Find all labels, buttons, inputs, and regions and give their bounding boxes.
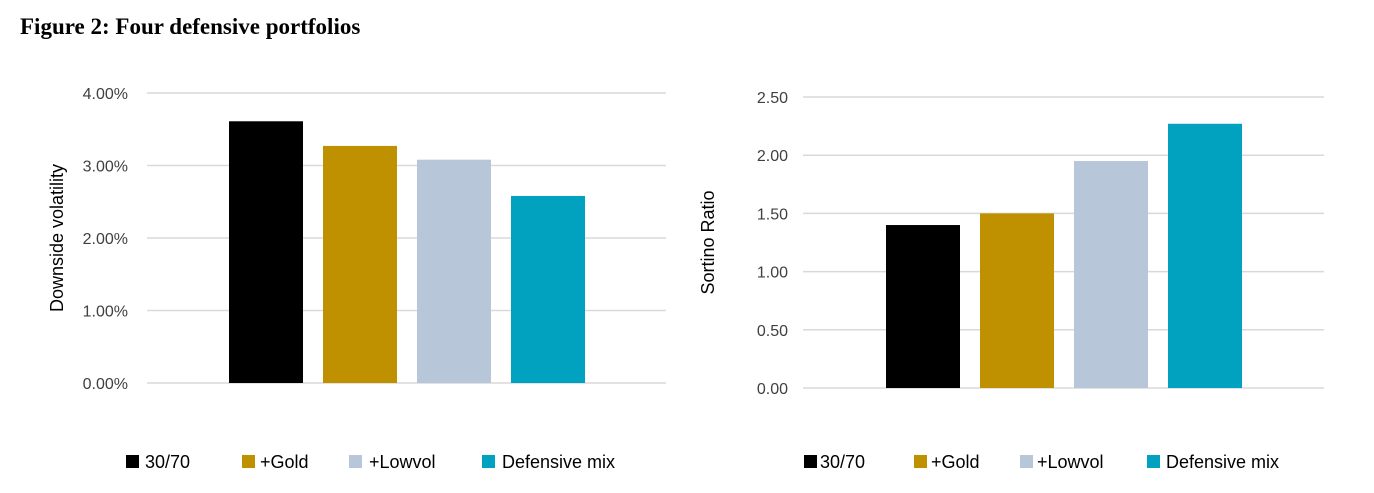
volatility-legend-label-gold: +Gold [260, 452, 309, 472]
volatility-y-tick-label: 3.00% [83, 159, 128, 176]
sortino-bar-defensive-mix [1168, 123, 1242, 388]
volatility-legend-swatch-30-70 [126, 455, 139, 468]
volatility-y-tick-label: 0.00% [83, 376, 128, 393]
volatility-bars [229, 121, 585, 384]
sortino-legend-swatch-lowvol [1020, 455, 1033, 468]
sortino-legend: 30/70 +Gold +Lowvol Defensive mix [804, 452, 1279, 472]
volatility-bar-defensive-mix [511, 195, 585, 383]
volatility-bar-30-70 [229, 121, 303, 384]
sortino-y-axis-ticks: 0.00 0.50 1.00 1.50 2.00 2.50 [757, 90, 788, 398]
sortino-legend-label-lowvol: +Lowvol [1037, 452, 1104, 472]
sortino-legend-label-defensive-mix: Defensive mix [1166, 452, 1279, 472]
sortino-legend-label-gold: +Gold [931, 452, 980, 472]
volatility-legend-label-lowvol: +Lowvol [369, 452, 436, 472]
downside-volatility-chart: 0.00% 1.00% 2.00% 3.00% 4.00% Downside volati… [47, 86, 666, 472]
volatility-legend: 30/70 +Gold +Lowvol Defensive mix [126, 452, 615, 472]
sortino-y-tick-label: 2.50 [757, 90, 788, 107]
sortino-ratio-chart: 0.00 0.50 1.00 1.50 2.00 2.50 Sortino Ratio 30/… [698, 90, 1324, 472]
sortino-bar-30-70 [886, 225, 960, 388]
sortino-bar-lowvol [1074, 161, 1148, 388]
volatility-y-axis-ticks: 0.00% 1.00% 2.00% 3.00% 4.00% [83, 86, 128, 393]
sortino-y-tick-label: 0.50 [757, 323, 788, 340]
volatility-y-axis-title: Downside volatility [47, 164, 67, 312]
sortino-y-tick-label: 2.00 [757, 148, 788, 165]
sortino-y-tick-label: 1.00 [757, 265, 788, 282]
volatility-legend-swatch-gold [242, 455, 255, 468]
sortino-legend-label-30-70: 30/70 [820, 452, 865, 472]
sortino-legend-swatch-30-70 [804, 455, 817, 468]
volatility-bar-lowvol [417, 159, 491, 383]
volatility-legend-swatch-defensive-mix [482, 455, 495, 468]
volatility-y-tick-label: 4.00% [83, 86, 128, 103]
sortino-bar-gold [980, 213, 1054, 388]
sortino-bars [886, 123, 1242, 388]
volatility-gridlines [147, 92, 666, 384]
volatility-y-tick-label: 1.00% [83, 304, 128, 321]
sortino-y-tick-label: 0.00 [757, 381, 788, 398]
sortino-legend-swatch-gold [914, 455, 927, 468]
sortino-y-axis-title: Sortino Ratio [698, 190, 718, 294]
figure-title: Figure 2: Four defensive portfolios [20, 14, 361, 39]
volatility-legend-label-30-70: 30/70 [145, 452, 190, 472]
sortino-legend-swatch-defensive-mix [1147, 455, 1160, 468]
volatility-y-tick-label: 2.00% [83, 231, 128, 248]
sortino-gridlines [803, 96, 1324, 389]
volatility-legend-label-defensive-mix: Defensive mix [502, 452, 615, 472]
volatility-bar-gold [323, 145, 397, 383]
volatility-legend-swatch-lowvol [349, 455, 362, 468]
sortino-y-tick-label: 1.50 [757, 206, 788, 223]
